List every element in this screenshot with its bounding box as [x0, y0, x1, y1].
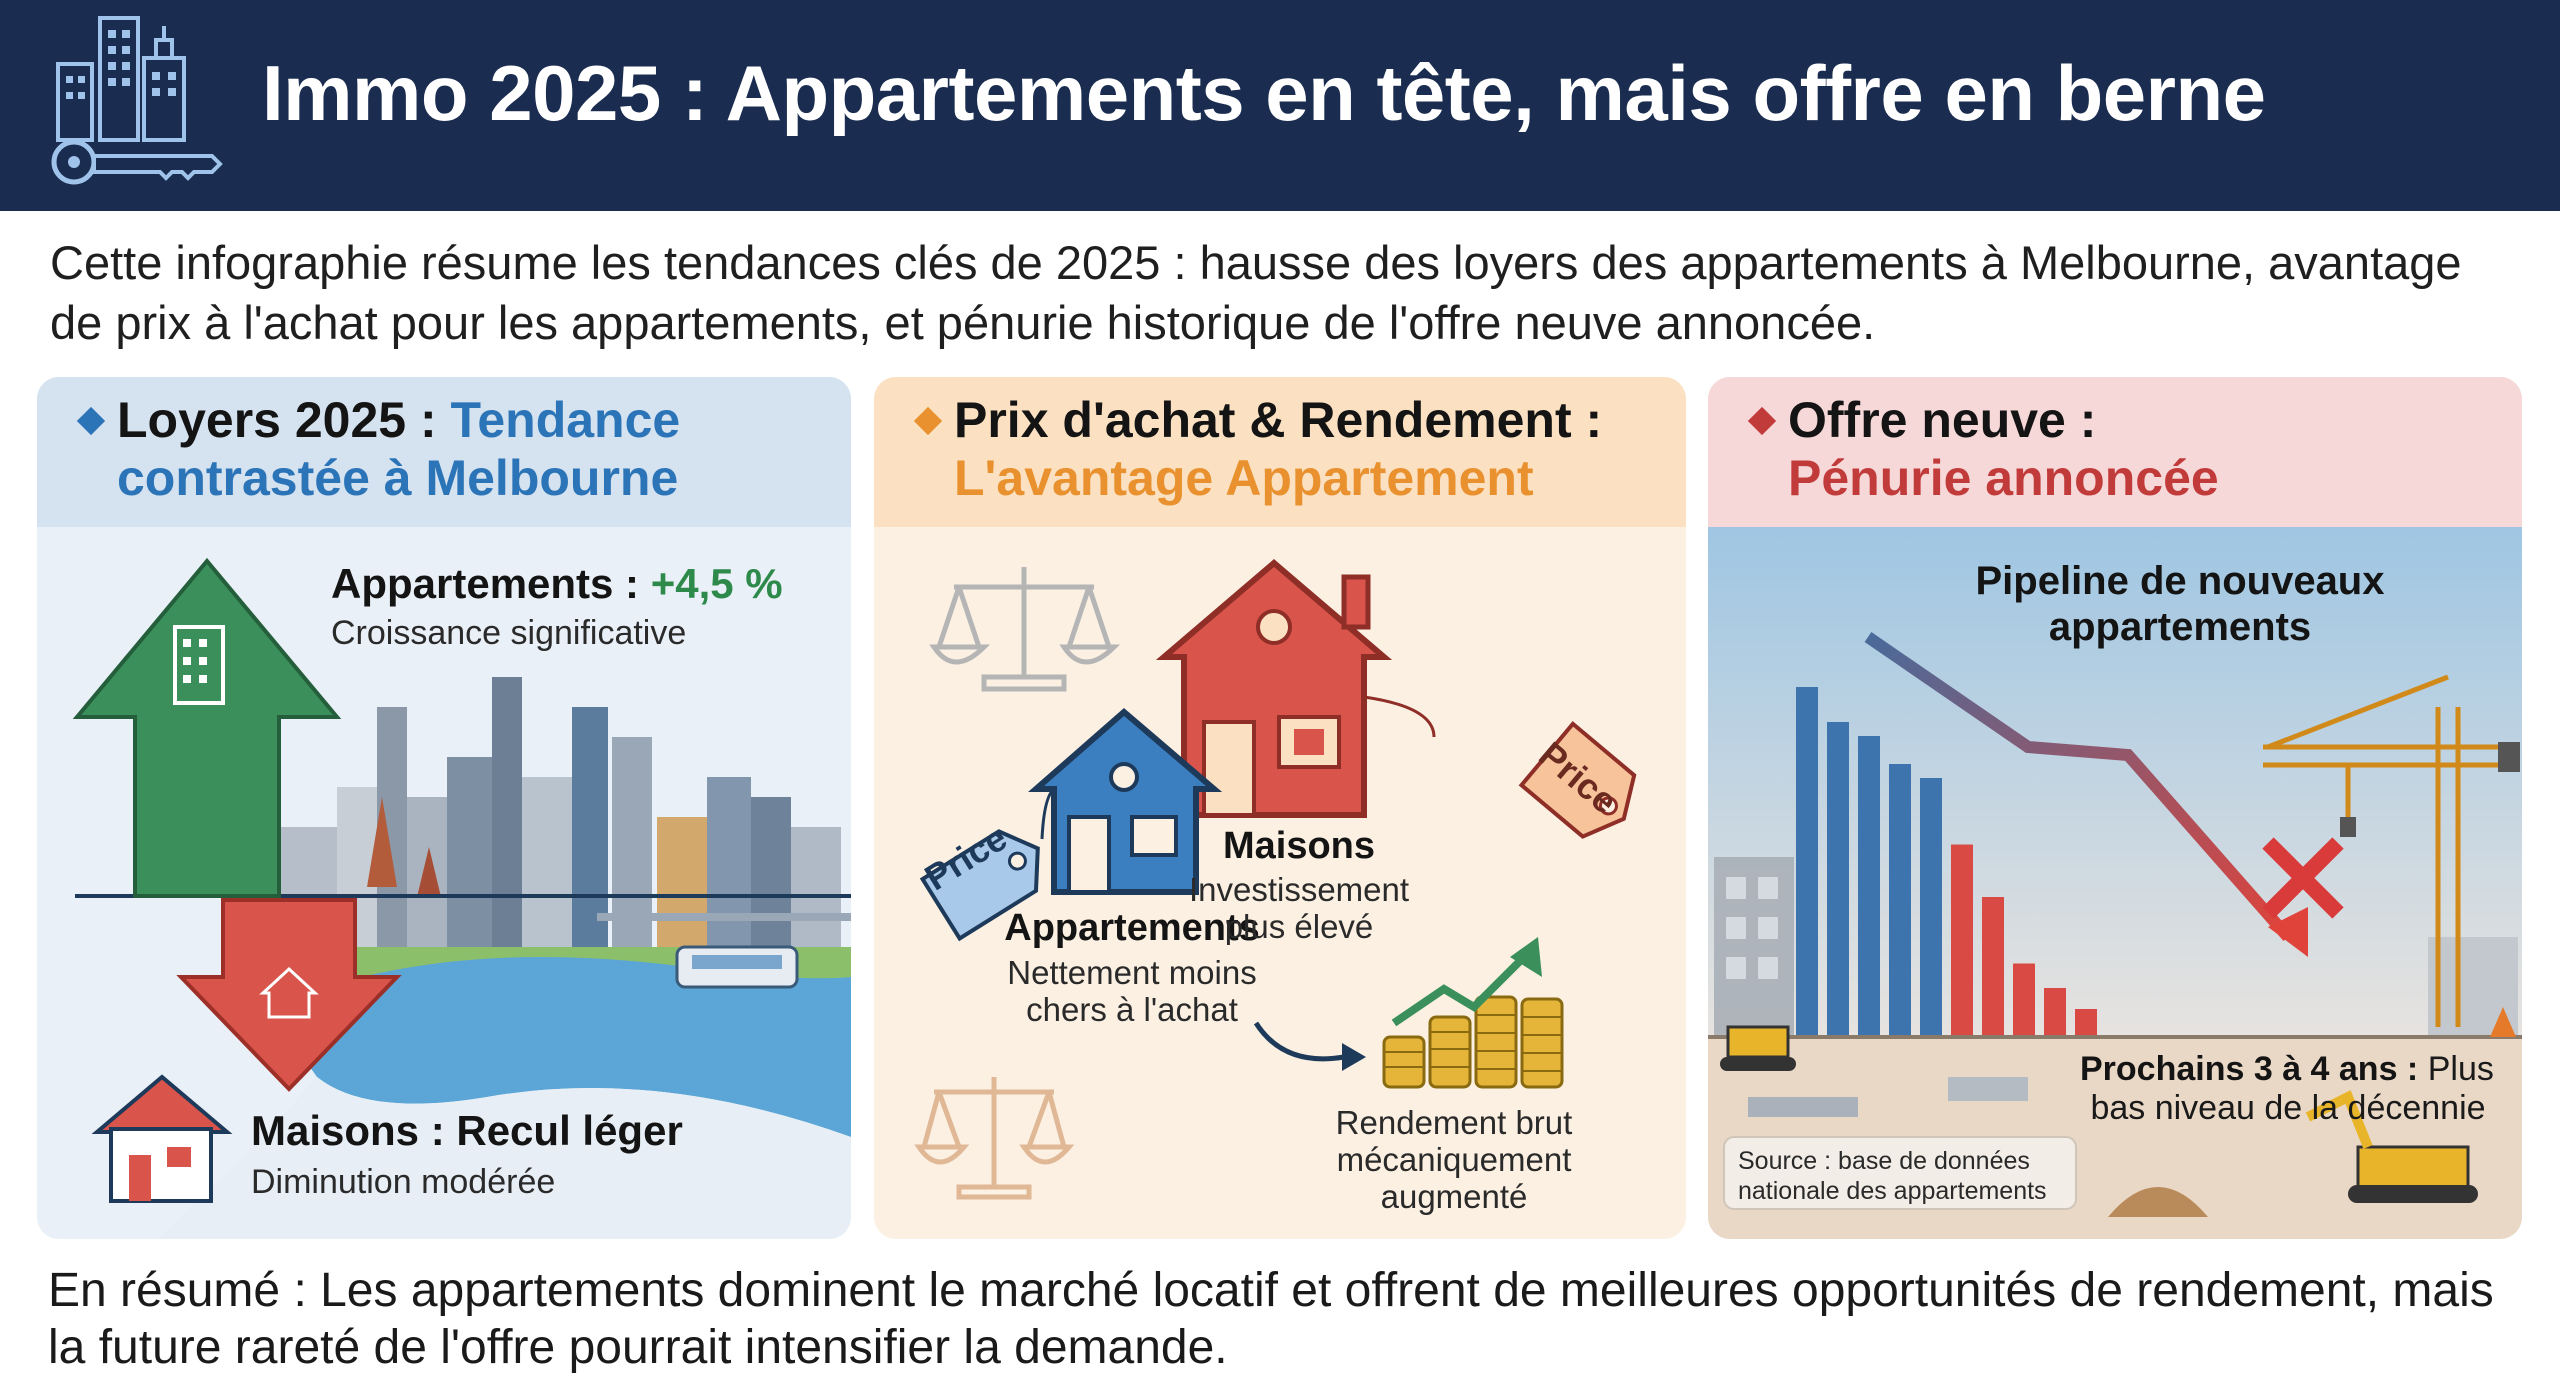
panel-price-title-line1: Prix d'achat & Rendement : [954, 392, 1603, 448]
coins-icon [1382, 995, 1564, 1089]
panel-supply-title-line1: Offre neuve : [1788, 392, 2097, 448]
excavator-icon [1720, 1025, 1796, 1071]
price-houses-sub2: plus élevé [1224, 908, 1374, 945]
page-title: Immo 2025 : Appartements en tête, mais o… [262, 49, 2266, 137]
scale-icon [929, 567, 1121, 692]
cancel-x-icon [2262, 837, 2344, 919]
house-blue-icon [1028, 708, 1223, 895]
header-banner: Immo 2025 : Appartements en tête, mais o… [0, 0, 2560, 211]
pipeline-bar [2075, 1009, 2097, 1037]
pipeline-bar [2044, 988, 2066, 1037]
pipeline-bar [1982, 897, 2004, 1037]
pipeline-bar [1827, 722, 1849, 1037]
intro-text: Cette infographie résume les tendances c… [50, 236, 2462, 349]
pipeline-title-line2: appartements [2048, 605, 2312, 649]
scale-icon-small [914, 1077, 1075, 1200]
panel-rents-title-accent: Tendance [450, 392, 681, 448]
rents-illustration [37, 406, 851, 1239]
price-apartments-sub1: Nettement moins [1007, 954, 1257, 991]
down-arrow-icon [176, 898, 402, 1092]
pipeline-bar [1858, 736, 1880, 1037]
house-red-icon [1155, 559, 1393, 818]
price-illustration [913, 406, 1637, 1200]
houses-rent-label: Maisons : Recul léger [251, 1107, 683, 1154]
outlook-rest1: Plus [2418, 1050, 2494, 1088]
price-houses-sub1: Investissement [1188, 871, 1410, 908]
panel-rents-header [37, 377, 851, 527]
apartments-rent-label-text: Appartements : [331, 560, 651, 607]
pipeline-bar [1951, 844, 1973, 1037]
apartments-rent-sub: Croissance significative [331, 614, 687, 652]
panel-supply: Offre neuve : Pénurie annoncée Pipeline … [1708, 377, 2522, 1239]
city-key-icon [51, 16, 223, 185]
crane-icon [2263, 674, 2520, 1027]
pipeline-bar [1796, 687, 1818, 1037]
panel-rents-title-line1: Loyers 2025 : [117, 392, 451, 448]
yield-line1: Rendement brut [1335, 1104, 1573, 1141]
panel-price-title-line2: L'avantage Appartement [954, 450, 1534, 506]
yield-line3: augmenté [1380, 1178, 1528, 1215]
pipeline-bar [2013, 963, 2035, 1037]
apartments-rent-label: Appartements : +4,5 % [331, 560, 783, 608]
trend-up-icon [1391, 944, 1537, 1027]
panel-rents-title-line2: contrastée à Melbourne [117, 450, 679, 506]
outlook-line2: bas niveau de la décennie [2090, 1089, 2486, 1127]
pipeline-title-line1: Pipeline de nouveaux [1975, 559, 2385, 603]
summary-text: En résumé : Les appartements dominent le… [48, 1264, 2494, 1374]
panel-supply-title-line2: Pénurie annoncée [1788, 450, 2219, 506]
panel-supply-header [1708, 377, 2522, 527]
price-apartments-label: Appartements [1004, 907, 1260, 949]
yield-line2: mécaniquement [1336, 1141, 1572, 1178]
apartments-rent-value: +4,5 % [650, 560, 783, 607]
up-arrow-icon [72, 557, 342, 898]
house-icon [91, 1074, 233, 1203]
pipeline-bar [1920, 778, 1942, 1037]
price-apartments-sub2: chers à l'achat [1026, 991, 1238, 1028]
outlook-bold: Prochains 3 à 4 ans : [2080, 1050, 2419, 1088]
outlook-line1: Prochains 3 à 4 ans : Plus [2080, 1050, 2494, 1089]
panel-rents: Loyers 2025 : Tendance contrastée à Melb… [37, 377, 851, 1239]
panel-price-title: Prix d'achat & Rendement : L'avantage Ap… [954, 391, 1602, 507]
panel-price: Prix d'achat & Rendement : L'avantage Ap… [874, 377, 1686, 1239]
source-line1: Source : base de données [1738, 1147, 2030, 1175]
excavator-icon-large [2305, 1090, 2478, 1203]
source-line2: nationale des appartements [1738, 1177, 2047, 1205]
panel-supply-title: Offre neuve : Pénurie annoncée [1788, 391, 2219, 507]
pipeline-bar [1889, 764, 1911, 1037]
houses-rent-sub: Diminution modérée [251, 1163, 556, 1201]
panel-price-header [874, 377, 1686, 527]
price-houses-label: Maisons [1222, 825, 1376, 867]
supply-illustration [1708, 406, 2522, 1239]
panel-rents-title: Loyers 2025 : Tendance contrastée à Melb… [117, 391, 680, 507]
